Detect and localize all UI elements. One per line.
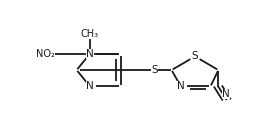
Text: S: S (151, 65, 158, 75)
Text: CH₃: CH₃ (81, 29, 99, 39)
Text: NO₂: NO₂ (36, 49, 55, 59)
Text: N: N (177, 81, 185, 91)
Text: N: N (86, 49, 94, 59)
Text: S: S (192, 51, 198, 61)
Text: N: N (86, 81, 94, 91)
Text: N: N (222, 89, 230, 99)
